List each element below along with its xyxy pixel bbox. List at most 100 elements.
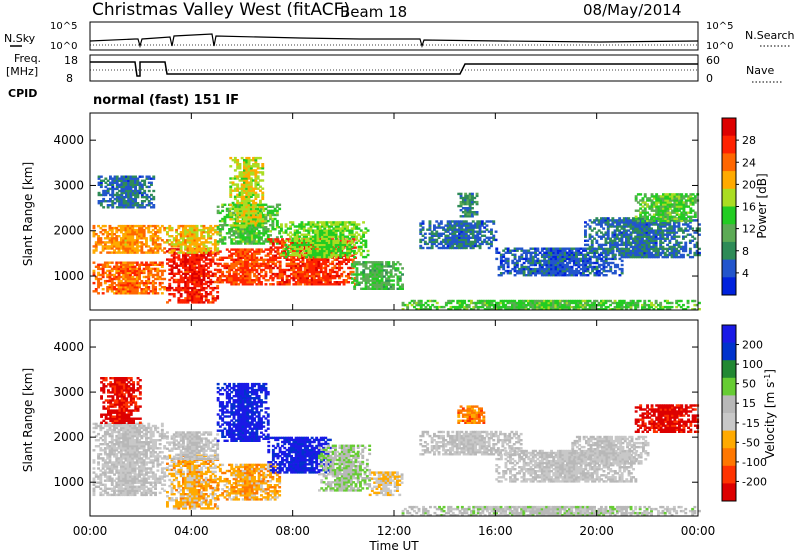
power-cell — [223, 264, 227, 268]
power-cell — [271, 217, 275, 221]
power-cell — [531, 261, 535, 265]
power-cell — [309, 255, 313, 259]
power-cell — [182, 241, 185, 244]
power-cell — [99, 204, 103, 207]
power-cell — [354, 276, 357, 280]
power-cell — [264, 274, 268, 278]
power-cell — [129, 275, 132, 279]
power-cell — [240, 177, 244, 180]
power-cell — [281, 246, 284, 249]
power-cell — [232, 234, 236, 237]
power-cell — [302, 253, 306, 257]
power-cell — [515, 247, 519, 250]
power-cell — [184, 291, 188, 294]
power-cell — [232, 279, 236, 282]
power-cell — [338, 260, 341, 263]
power-cell — [490, 236, 493, 239]
power-cell — [200, 301, 204, 304]
power-cell — [529, 251, 533, 254]
power-cell — [193, 276, 197, 280]
power-cell — [170, 264, 174, 267]
power-cell — [140, 247, 144, 250]
power-cell — [119, 267, 123, 271]
power-cell — [543, 269, 547, 273]
power-cell — [147, 292, 151, 295]
power-cell — [561, 265, 565, 269]
power-cell — [458, 220, 461, 223]
power-cell — [131, 261, 135, 264]
power-cell — [330, 243, 334, 247]
power-cell — [184, 231, 188, 234]
power-cell — [154, 231, 157, 234]
power-cell — [232, 211, 236, 215]
power-cell — [474, 242, 477, 246]
power-cell — [238, 171, 242, 174]
power-cell — [550, 257, 553, 261]
power-cell — [600, 221, 603, 224]
power-cell — [202, 249, 206, 252]
power-cell — [172, 258, 176, 261]
power-cell — [244, 226, 247, 229]
power-cell — [97, 224, 100, 228]
power-cell — [597, 255, 601, 259]
power-cell — [124, 237, 128, 240]
power-cell — [351, 238, 355, 241]
power-cell — [200, 235, 204, 238]
power-cell — [353, 233, 356, 236]
power-cell — [439, 240, 443, 244]
power-cell — [149, 249, 153, 252]
power-cell — [301, 256, 305, 259]
power-cell — [376, 283, 379, 286]
power-cell — [247, 218, 251, 221]
power-cell — [193, 270, 197, 273]
power-cell — [160, 281, 164, 285]
power-cell — [202, 224, 206, 228]
power-cell — [255, 234, 259, 237]
power-cell — [179, 243, 183, 246]
power-cell — [453, 238, 457, 242]
power-cell — [122, 284, 126, 287]
power-cell — [480, 242, 484, 246]
power-cell — [531, 263, 535, 267]
power-cell — [620, 241, 624, 244]
power-cell — [582, 255, 585, 259]
power-cell — [449, 220, 452, 223]
power-cell — [117, 275, 121, 279]
power-cell — [444, 240, 448, 244]
power-cell — [126, 265, 130, 268]
power-cell — [122, 187, 126, 191]
power-cell — [172, 266, 176, 269]
power-cell — [177, 248, 181, 251]
power-region — [97, 175, 156, 209]
power-cell — [318, 229, 322, 232]
power-cell — [435, 238, 439, 242]
power-cell — [620, 247, 624, 251]
power-cell — [191, 224, 194, 228]
power-cell — [278, 283, 282, 286]
power-cell — [119, 284, 123, 287]
power-cell — [591, 267, 594, 271]
power-cell — [154, 281, 157, 285]
power-cell — [309, 239, 313, 242]
power-cell — [552, 253, 556, 256]
power-cell — [122, 275, 126, 279]
power-cell — [101, 269, 105, 273]
power-cell — [232, 230, 236, 233]
power-cell — [595, 257, 599, 261]
power-cell — [193, 264, 197, 267]
power-cell — [101, 288, 105, 291]
power-cell — [191, 241, 194, 244]
power-cell — [307, 237, 311, 240]
power-cell — [478, 244, 482, 248]
power-cell — [131, 179, 135, 182]
power-cell — [184, 228, 188, 232]
power-cell — [143, 200, 147, 203]
power-cell — [604, 247, 608, 251]
power-cell — [260, 281, 263, 284]
power-cell — [138, 231, 141, 234]
power-cell — [179, 299, 183, 302]
power-cell — [334, 233, 338, 236]
power-cell — [462, 236, 466, 239]
power-cell — [461, 196, 465, 200]
power-cell — [248, 242, 252, 245]
